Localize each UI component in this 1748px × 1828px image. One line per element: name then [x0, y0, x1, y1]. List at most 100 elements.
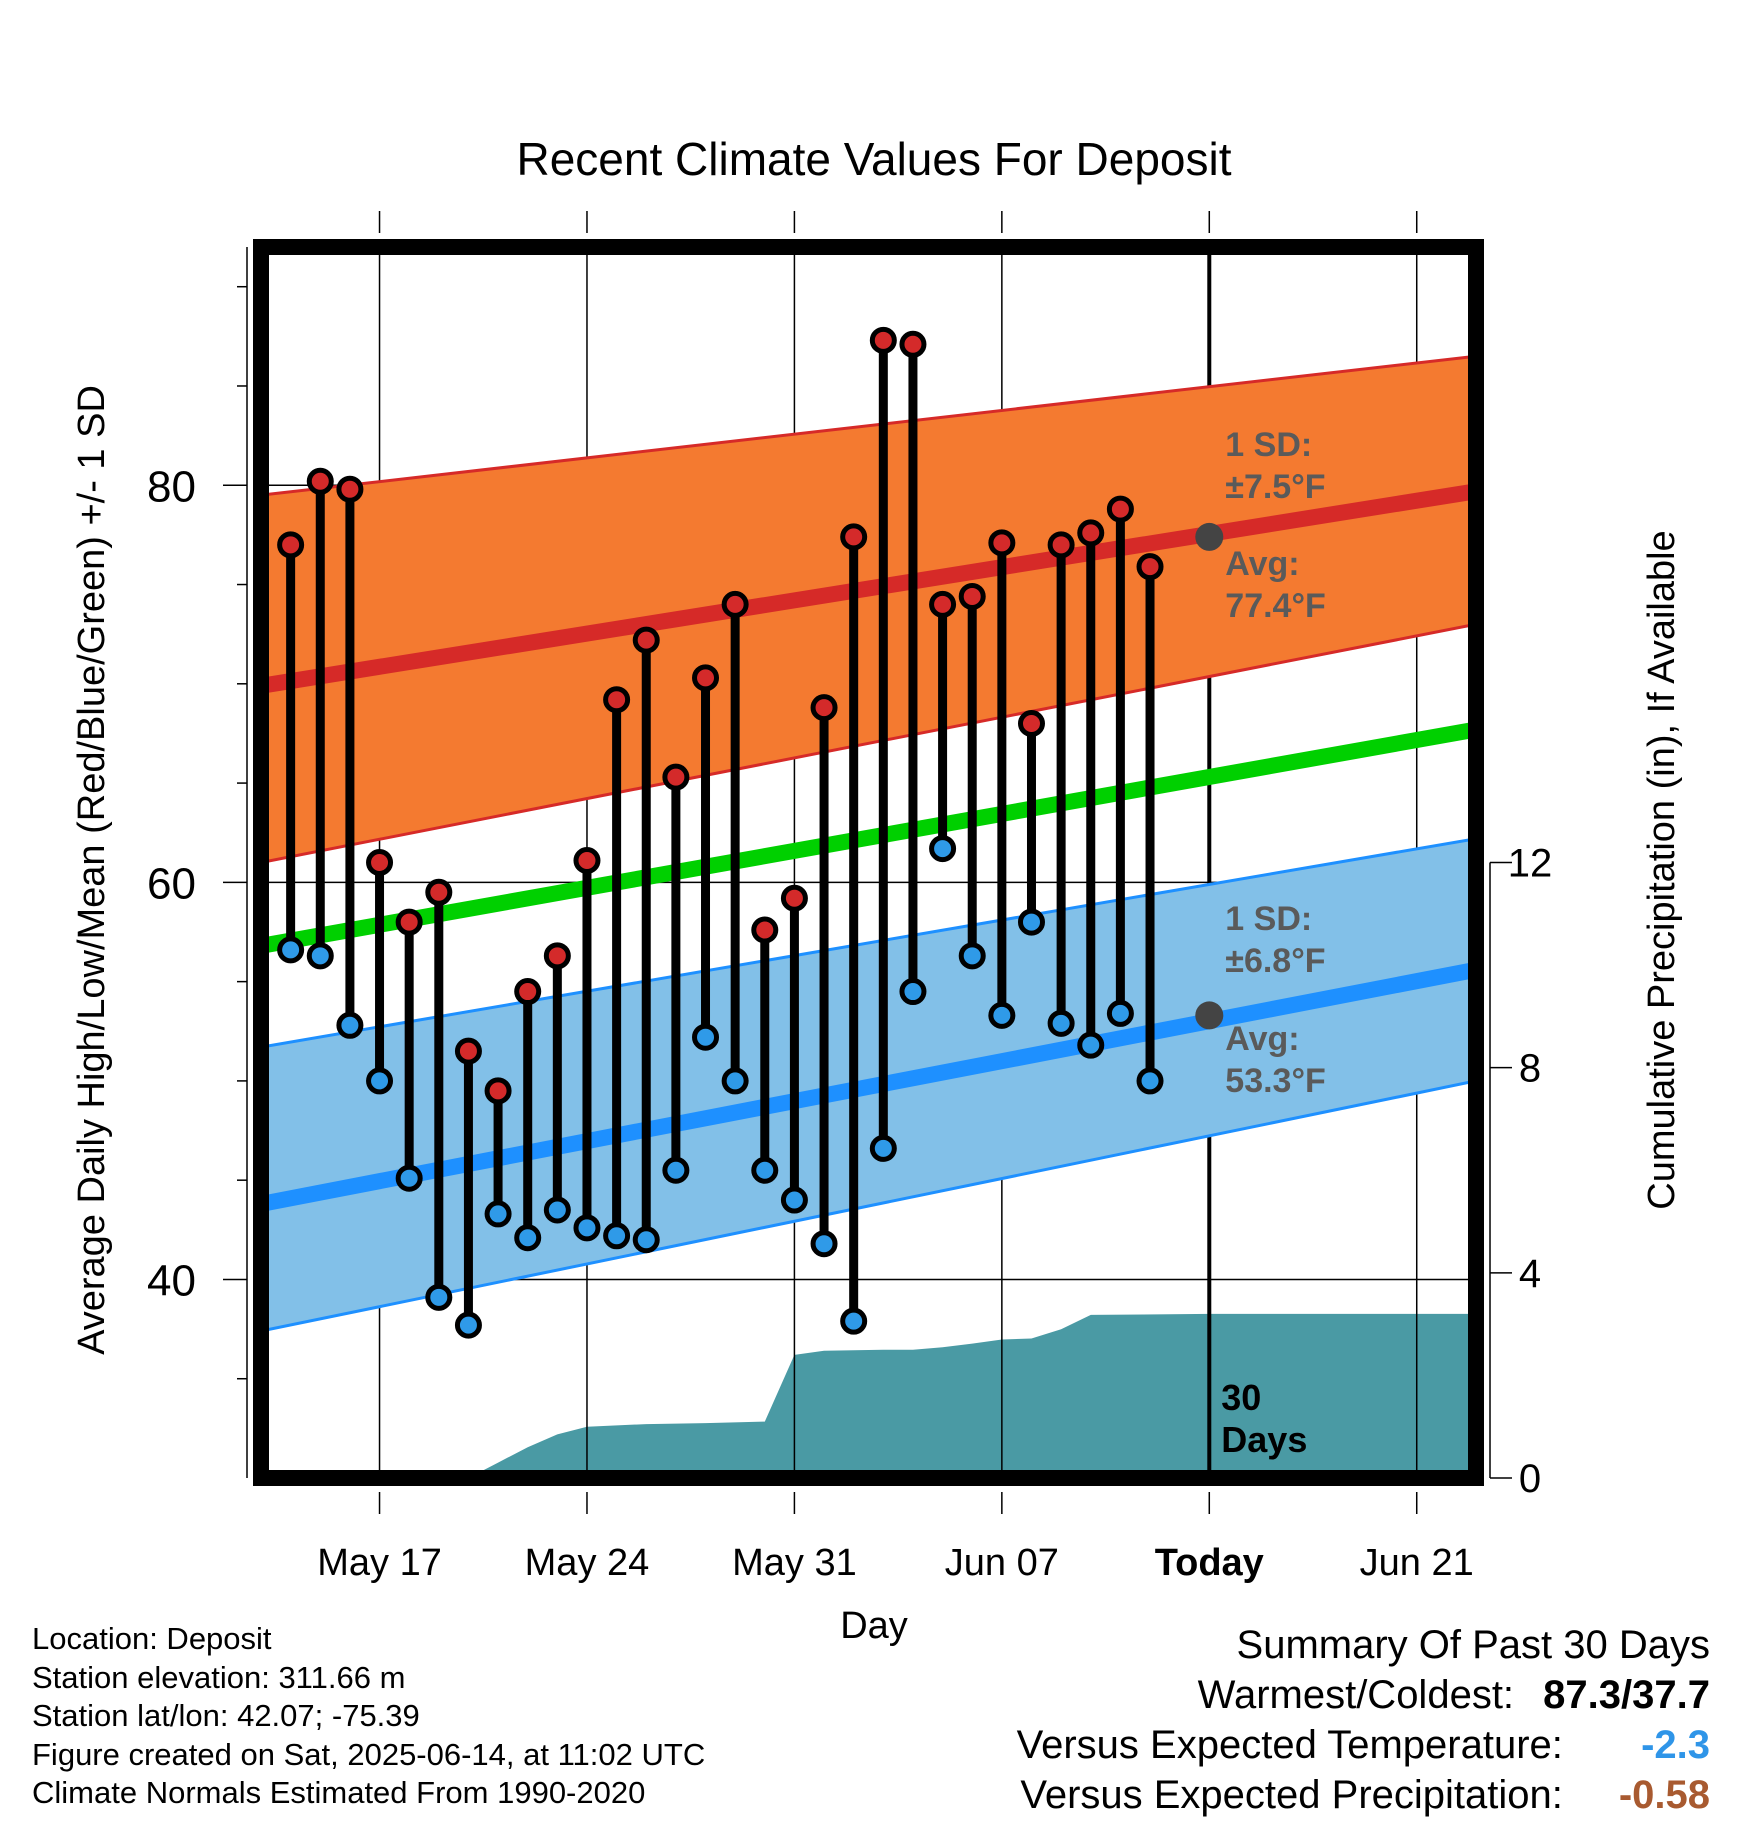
plot-area: 1 SD: ±7.5°F Avg: 77.4°F 1 SD: ±6.8°F Avg: 53.3… [261, 247, 1476, 1478]
daily-high-point [395, 908, 423, 936]
daily-high-point [929, 590, 957, 618]
daily-low-point [1077, 1031, 1105, 1059]
today-high-avg-marker [1195, 522, 1224, 551]
daily-high-point [958, 582, 986, 610]
daily-low-point [692, 1023, 720, 1051]
daily-high-point [721, 590, 749, 618]
low-avg-annotation: Avg: 53.3°F [1225, 1020, 1326, 1100]
daily-high-point [425, 878, 453, 906]
location-text: Location: Deposit [32, 1621, 272, 1656]
y2-tick-label: 8 [1519, 1047, 1541, 1091]
low-sd-band-lower-edge [261, 1079, 1476, 1333]
daily-high-point [1136, 553, 1164, 581]
low-sd-annotation: 1 SD: ±6.8°F [1225, 900, 1325, 980]
y2-tick-label: 12 [1508, 842, 1553, 886]
daily-low-point [988, 1001, 1016, 1029]
x-tick-label: Today [1155, 1542, 1264, 1584]
daily-low-point [484, 1200, 512, 1228]
daily-high-point [1106, 495, 1134, 523]
warm-cold-value: 87.3/37.7 [1543, 1673, 1710, 1717]
chart-title: Recent Climate Values For Deposit [517, 133, 1232, 185]
daily-high-point [277, 531, 305, 559]
daily-low-point [514, 1224, 542, 1252]
daily-high-point [1047, 531, 1075, 559]
x-tick-label: Jun 21 [1360, 1542, 1474, 1584]
daily-low-point [929, 835, 957, 863]
created-text: Figure created on Sat, 2025-06-14, at 11… [32, 1736, 706, 1772]
temp-value: -2.3 [1641, 1723, 1710, 1767]
avg-mean-line [261, 721, 1476, 954]
daily-low-point [425, 1283, 453, 1311]
precip-value: -0.58 [1618, 1773, 1710, 1817]
daily-high-point [988, 529, 1016, 557]
days-label: 30 Days [1221, 1377, 1307, 1460]
high-sd-annotation: 1 SD: ±7.5°F [1225, 426, 1325, 506]
daily-low-point [840, 1307, 868, 1335]
daily-high-point [336, 475, 364, 503]
daily-low-point [277, 936, 305, 964]
daily-low-point [543, 1196, 571, 1224]
daily-low-point [366, 1067, 394, 1095]
daily-low-point [810, 1230, 838, 1258]
daily-low-point [662, 1156, 690, 1184]
x-tick-label: May 17 [317, 1542, 442, 1584]
daily-low-point [958, 942, 986, 970]
daily-high-point [603, 686, 631, 714]
daily-low-point [721, 1067, 749, 1095]
x-tick-label: May 31 [732, 1542, 857, 1584]
daily-high-point [366, 849, 394, 876]
plot-frame [253, 239, 1484, 1486]
daily-high-point [899, 330, 927, 358]
y-tick-label: 40 [147, 1256, 196, 1305]
precip-label: Versus Expected Precipitation: [1020, 1773, 1563, 1817]
daily-low-point [1047, 1009, 1075, 1037]
daily-low-point [306, 942, 334, 970]
daily-low-point [454, 1311, 482, 1339]
avg-high-line [261, 483, 1476, 694]
normals-text: Climate Normals Estimated From 1990-2020 [32, 1775, 646, 1810]
summary-title: Summary Of Past 30 Days [1236, 1623, 1710, 1667]
daily-high-point [840, 523, 868, 551]
x-tick-label: May 24 [525, 1542, 650, 1584]
daily-low-point [632, 1226, 660, 1254]
daily-high-point [869, 326, 897, 354]
high-sd-band-lower-edge [261, 622, 1476, 864]
daily-high-point [573, 847, 601, 875]
avg-low-line [261, 961, 1476, 1212]
today-low-avg-marker [1195, 1001, 1224, 1030]
daily-high-point [662, 763, 690, 791]
latlon-text: Station lat/lon: 42.07; -75.39 [32, 1698, 420, 1733]
station-info: Location: Deposit Station elevation: 311… [32, 1620, 705, 1813]
warm-cold-label: Warmest/Coldest: [1197, 1673, 1515, 1717]
daily-low-point [573, 1214, 601, 1242]
daily-high-point [692, 664, 720, 692]
daily-high-point [1077, 519, 1105, 547]
y2-axis-label: Cumulative Precipitation (in), If Availa… [1641, 530, 1683, 1209]
high-sd-band-upper-edge [261, 354, 1476, 497]
summary-panel: Summary Of Past 30 Days Warmest/Coldest:… [1017, 1620, 1710, 1820]
summary-warm-cold: Warmest/Coldest: 87.3/37.7 [1017, 1670, 1710, 1720]
low-sd-band-upper-edge [261, 837, 1476, 1049]
daily-low-point [1017, 908, 1045, 936]
temp-label: Versus Expected Temperature: [1016, 1723, 1563, 1767]
high-avg-annotation: Avg: 77.4°F [1225, 545, 1326, 625]
y2-tick-label: 4 [1519, 1252, 1541, 1296]
summary-precip: Versus Expected Precipitation: -0.58 [1017, 1770, 1710, 1820]
daily-low-point [1106, 999, 1134, 1027]
daily-high-point [810, 694, 838, 722]
y-tick-label: 60 [147, 859, 196, 908]
daily-high-point [484, 1077, 512, 1105]
daily-low-point [780, 1186, 808, 1214]
y-axis-label: Average Daily High/Low/Mean (Red/Blue/Gr… [71, 385, 113, 1355]
daily-high-point [514, 978, 542, 1006]
daily-low-point [1136, 1067, 1164, 1095]
daily-low-point [395, 1164, 423, 1192]
y-tick-label: 80 [147, 462, 196, 511]
daily-high-point [543, 942, 571, 970]
daily-low-point [603, 1222, 631, 1250]
daily-high-point [780, 884, 808, 912]
x-tick-label: Jun 07 [945, 1542, 1059, 1584]
daily-low-point [869, 1134, 897, 1162]
daily-high-point [751, 916, 779, 944]
